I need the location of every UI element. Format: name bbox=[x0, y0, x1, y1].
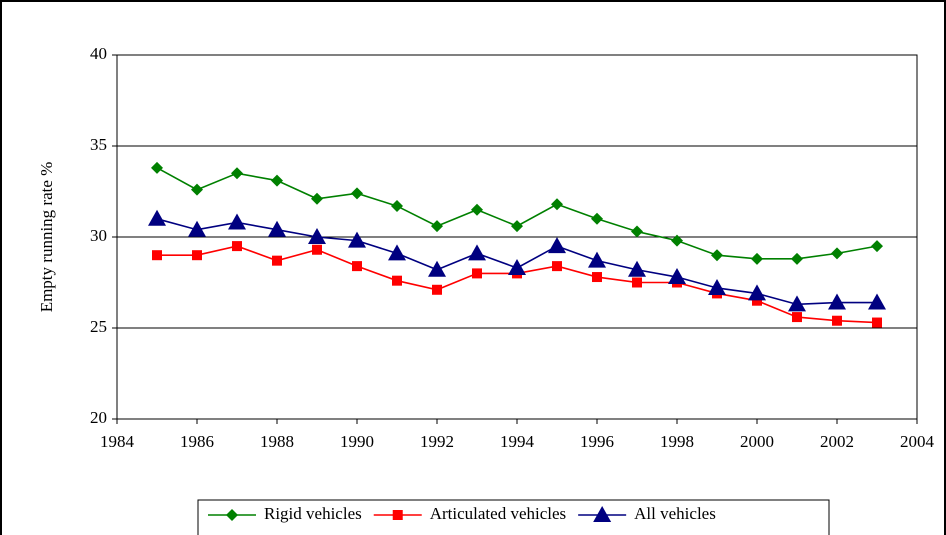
x-tick-label: 1992 bbox=[420, 432, 454, 451]
x-tick-label: 1990 bbox=[340, 432, 374, 451]
legend-label: Rigid vehicles bbox=[264, 504, 362, 523]
marker bbox=[391, 200, 403, 213]
marker bbox=[352, 261, 362, 272]
marker bbox=[508, 258, 526, 275]
marker bbox=[312, 244, 322, 255]
x-tick-label: 1984 bbox=[100, 432, 135, 451]
marker bbox=[311, 192, 323, 205]
marker bbox=[872, 317, 882, 328]
y-tick-label: 40 bbox=[90, 44, 107, 63]
marker bbox=[428, 260, 446, 277]
x-tick-label: 1986 bbox=[180, 432, 214, 451]
marker bbox=[188, 220, 206, 237]
marker bbox=[268, 220, 286, 237]
marker bbox=[191, 183, 203, 196]
marker bbox=[471, 203, 483, 216]
marker bbox=[551, 198, 563, 211]
marker bbox=[668, 268, 686, 285]
marker bbox=[468, 244, 486, 261]
plot-area bbox=[116, 54, 918, 420]
marker bbox=[548, 237, 566, 254]
y-tick-label: 25 bbox=[90, 317, 107, 336]
marker bbox=[511, 220, 523, 233]
marker bbox=[871, 240, 883, 253]
legend-label: Articulated vehicles bbox=[430, 504, 566, 523]
marker bbox=[868, 293, 886, 310]
x-tick-label: 1994 bbox=[500, 432, 535, 451]
marker bbox=[711, 249, 723, 262]
marker bbox=[628, 260, 646, 277]
marker bbox=[231, 167, 243, 180]
marker bbox=[588, 251, 606, 268]
x-tick-label: 2000 bbox=[740, 432, 774, 451]
marker bbox=[348, 231, 366, 248]
marker bbox=[472, 268, 482, 279]
marker bbox=[552, 261, 562, 272]
marker bbox=[151, 161, 163, 174]
x-tick-label: 1988 bbox=[260, 432, 294, 451]
legend: Rigid vehicles Articulated vehicles All ve… bbox=[197, 499, 830, 535]
marker bbox=[592, 272, 602, 283]
marker bbox=[226, 509, 238, 521]
y-tick-label: 35 bbox=[90, 135, 107, 154]
marker bbox=[432, 284, 442, 295]
legend-label: All vehicles bbox=[634, 504, 716, 523]
marker bbox=[232, 241, 242, 252]
marker bbox=[351, 187, 363, 200]
marker bbox=[591, 212, 603, 225]
marker bbox=[431, 220, 443, 233]
marker bbox=[388, 244, 406, 261]
marker bbox=[748, 284, 766, 301]
marker bbox=[148, 209, 166, 226]
marker bbox=[392, 275, 402, 286]
legend-box bbox=[197, 499, 830, 535]
x-tick-label: 1998 bbox=[660, 432, 694, 451]
marker bbox=[832, 315, 842, 326]
y-tick-label: 30 bbox=[90, 226, 107, 245]
x-tick-label: 2004 bbox=[900, 432, 935, 451]
y-axis-label: Empty running rate % bbox=[37, 162, 56, 313]
marker bbox=[751, 252, 763, 265]
marker bbox=[788, 295, 806, 312]
marker bbox=[392, 510, 403, 520]
marker bbox=[152, 250, 162, 261]
marker bbox=[631, 225, 643, 238]
marker bbox=[792, 312, 802, 323]
marker bbox=[752, 295, 762, 306]
marker bbox=[828, 293, 846, 310]
marker bbox=[228, 213, 246, 230]
marker bbox=[632, 277, 642, 288]
marker bbox=[791, 252, 803, 265]
marker bbox=[671, 234, 683, 247]
x-tick-label: 1996 bbox=[580, 432, 614, 451]
marker bbox=[593, 506, 612, 522]
marker bbox=[192, 250, 202, 261]
marker bbox=[308, 228, 326, 244]
marker bbox=[271, 174, 283, 187]
marker bbox=[272, 255, 282, 266]
marker bbox=[708, 278, 726, 295]
x-tick-label: 2002 bbox=[820, 432, 854, 451]
y-tick-label: 20 bbox=[90, 408, 107, 427]
marker bbox=[831, 247, 843, 260]
